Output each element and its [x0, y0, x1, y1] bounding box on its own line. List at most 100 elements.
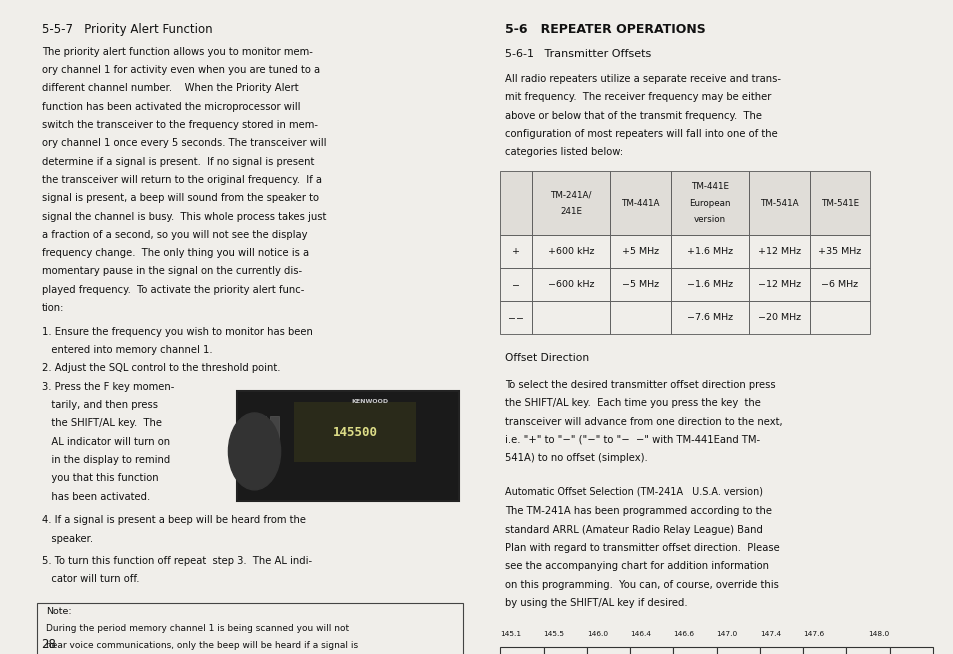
Bar [610, 171, 670, 235]
Text: ory channel 1 once every 5 seconds. The transceiver will: ory channel 1 once every 5 seconds. The … [42, 138, 326, 148]
Text: different channel number.    When the Priority Alert: different channel number. When the Prior… [42, 83, 298, 94]
Text: tion:: tion: [42, 303, 64, 313]
Bar [889, 647, 932, 654]
Text: switch the transceiver to the frequency stored in mem-: switch the transceiver to the frequency … [42, 120, 317, 130]
Text: TM-441A: TM-441A [620, 199, 659, 208]
Text: 147.6: 147.6 [802, 631, 823, 637]
Text: To select the desired transmitter offset direction press: To select the desired transmitter offset… [504, 380, 775, 390]
Bar [294, 402, 416, 462]
Text: frequency change.  The only thing you will notice is a: frequency change. The only thing you wil… [42, 248, 309, 258]
Text: +: + [512, 247, 519, 256]
Text: Note:: Note: [46, 607, 71, 616]
Text: function has been activated the microprocessor will: function has been activated the micropro… [42, 101, 300, 112]
Text: has been activated.: has been activated. [42, 492, 150, 502]
Text: 1. Ensure the frequency you wish to monitor has been: 1. Ensure the frequency you wish to moni… [42, 327, 313, 337]
Text: −−: −− [507, 313, 523, 322]
Bar [270, 416, 278, 440]
Text: 146.4: 146.4 [629, 631, 650, 637]
Text: TM-441E: TM-441E [690, 182, 728, 191]
Circle shape [228, 413, 280, 490]
Text: categories listed below:: categories listed below: [504, 147, 622, 158]
Text: tarily, and then press: tarily, and then press [42, 400, 157, 410]
Text: Automatic Offset Selection (TM-241A   U.S.A. version): Automatic Offset Selection (TM-241A U.S.… [504, 486, 762, 496]
Text: the SHIFT/AL key.  The: the SHIFT/AL key. The [42, 419, 161, 428]
Bar [531, 171, 610, 235]
Bar [256, 416, 265, 440]
Bar [748, 301, 809, 334]
Text: KENWOOD: KENWOOD [351, 400, 388, 404]
Text: by using the SHIFT/AL key if desired.: by using the SHIFT/AL key if desired. [504, 598, 687, 608]
Bar [809, 235, 869, 268]
Bar [531, 235, 610, 268]
Text: 146.0: 146.0 [586, 631, 607, 637]
Bar [748, 171, 809, 235]
Text: 5-6-1   Transmitter Offsets: 5-6-1 Transmitter Offsets [504, 48, 650, 58]
Text: 5. To turn this function off repeat  step 3.  The AL indi-: 5. To turn this function off repeat step… [42, 556, 312, 566]
Bar [809, 171, 869, 235]
Text: i.e. "+" to "−" ("−" to "−  −" with TM-441Eand TM-: i.e. "+" to "−" ("−" to "− −" with TM-44… [504, 435, 760, 445]
Text: 145.1: 145.1 [499, 631, 521, 637]
Text: 541A) to no offset (simplex).: 541A) to no offset (simplex). [504, 453, 647, 463]
Bar [610, 301, 670, 334]
Text: All radio repeaters utilize a separate receive and trans-: All radio repeaters utilize a separate r… [504, 74, 780, 84]
Text: a fraction of a second, so you will not see the display: a fraction of a second, so you will not … [42, 230, 307, 240]
Text: 145500: 145500 [333, 426, 377, 439]
Bar [499, 268, 531, 301]
Bar [673, 647, 716, 654]
Bar [37, 604, 462, 654]
Bar [670, 235, 748, 268]
Text: −6 MHz: −6 MHz [821, 281, 858, 289]
Bar [236, 391, 458, 501]
Text: configuration of most repeaters will fall into one of the: configuration of most repeaters will fal… [504, 129, 777, 139]
Text: +35 MHz: +35 MHz [818, 247, 861, 256]
Text: 145.5: 145.5 [543, 631, 564, 637]
Bar [531, 268, 610, 301]
Bar [845, 647, 889, 654]
Text: The TM-241A has been programmed according to the: The TM-241A has been programmed accordin… [504, 506, 771, 516]
Text: signal is present, a beep will sound from the speaker to: signal is present, a beep will sound fro… [42, 193, 318, 203]
Text: −7.6 MHz: −7.6 MHz [686, 313, 732, 322]
Text: The priority alert function allows you to monitor mem-: The priority alert function allows you t… [42, 46, 313, 57]
Bar [499, 647, 543, 654]
Text: +12 MHz: +12 MHz [757, 247, 801, 256]
Text: version: version [693, 215, 725, 224]
Bar [809, 301, 869, 334]
Text: TM-241A/: TM-241A/ [550, 190, 591, 199]
Text: +5 MHz: +5 MHz [621, 247, 659, 256]
Text: you that this function: you that this function [42, 473, 158, 483]
Text: Plan with regard to transmitter offset direction.  Please: Plan with regard to transmitter offset d… [504, 543, 779, 553]
Text: 147.4: 147.4 [760, 631, 781, 637]
Bar [802, 647, 845, 654]
Text: transceiver will advance from one direction to the next,: transceiver will advance from one direct… [504, 417, 781, 426]
Bar [610, 235, 670, 268]
Bar [748, 235, 809, 268]
Text: on this programming.  You can, of course, override this: on this programming. You can, of course,… [504, 579, 778, 589]
Text: During the period memory channel 1 is being scanned you will not: During the period memory channel 1 is be… [46, 623, 349, 632]
Text: 28: 28 [42, 638, 56, 651]
Text: Offset Direction: Offset Direction [504, 353, 588, 362]
Text: −600 kHz: −600 kHz [547, 281, 594, 289]
Text: momentary pause in the signal on the currently dis-: momentary pause in the signal on the cur… [42, 266, 301, 277]
Text: above or below that of the transmit frequency.  The: above or below that of the transmit freq… [504, 111, 760, 121]
Text: 4. If a signal is present a beep will be heard from the: 4. If a signal is present a beep will be… [42, 515, 305, 525]
Text: ory channel 1 for activity even when you are tuned to a: ory channel 1 for activity even when you… [42, 65, 319, 75]
Bar [499, 301, 531, 334]
Bar [670, 301, 748, 334]
Text: cator will turn off.: cator will turn off. [42, 574, 139, 584]
Text: 5-6   REPEATER OPERATIONS: 5-6 REPEATER OPERATIONS [504, 23, 705, 36]
Text: +1.6 MHz: +1.6 MHz [686, 247, 732, 256]
Text: −5 MHz: −5 MHz [621, 281, 659, 289]
Bar [531, 301, 610, 334]
Bar [809, 268, 869, 301]
Text: 241E: 241E [559, 207, 581, 216]
Text: determine if a signal is present.  If no signal is present: determine if a signal is present. If no … [42, 156, 314, 167]
Bar [610, 268, 670, 301]
Bar [499, 235, 531, 268]
Text: −: − [512, 281, 519, 289]
Text: see the accompanying chart for addition information: see the accompanying chart for addition … [504, 561, 768, 571]
Text: the SHIFT/AL key.  Each time you press the key  the: the SHIFT/AL key. Each time you press th… [504, 398, 760, 408]
Text: in the display to remind: in the display to remind [42, 455, 170, 465]
Text: −12 MHz: −12 MHz [757, 281, 801, 289]
Bar [586, 647, 629, 654]
Text: 5-5-7   Priority Alert Function: 5-5-7 Priority Alert Function [42, 23, 212, 36]
